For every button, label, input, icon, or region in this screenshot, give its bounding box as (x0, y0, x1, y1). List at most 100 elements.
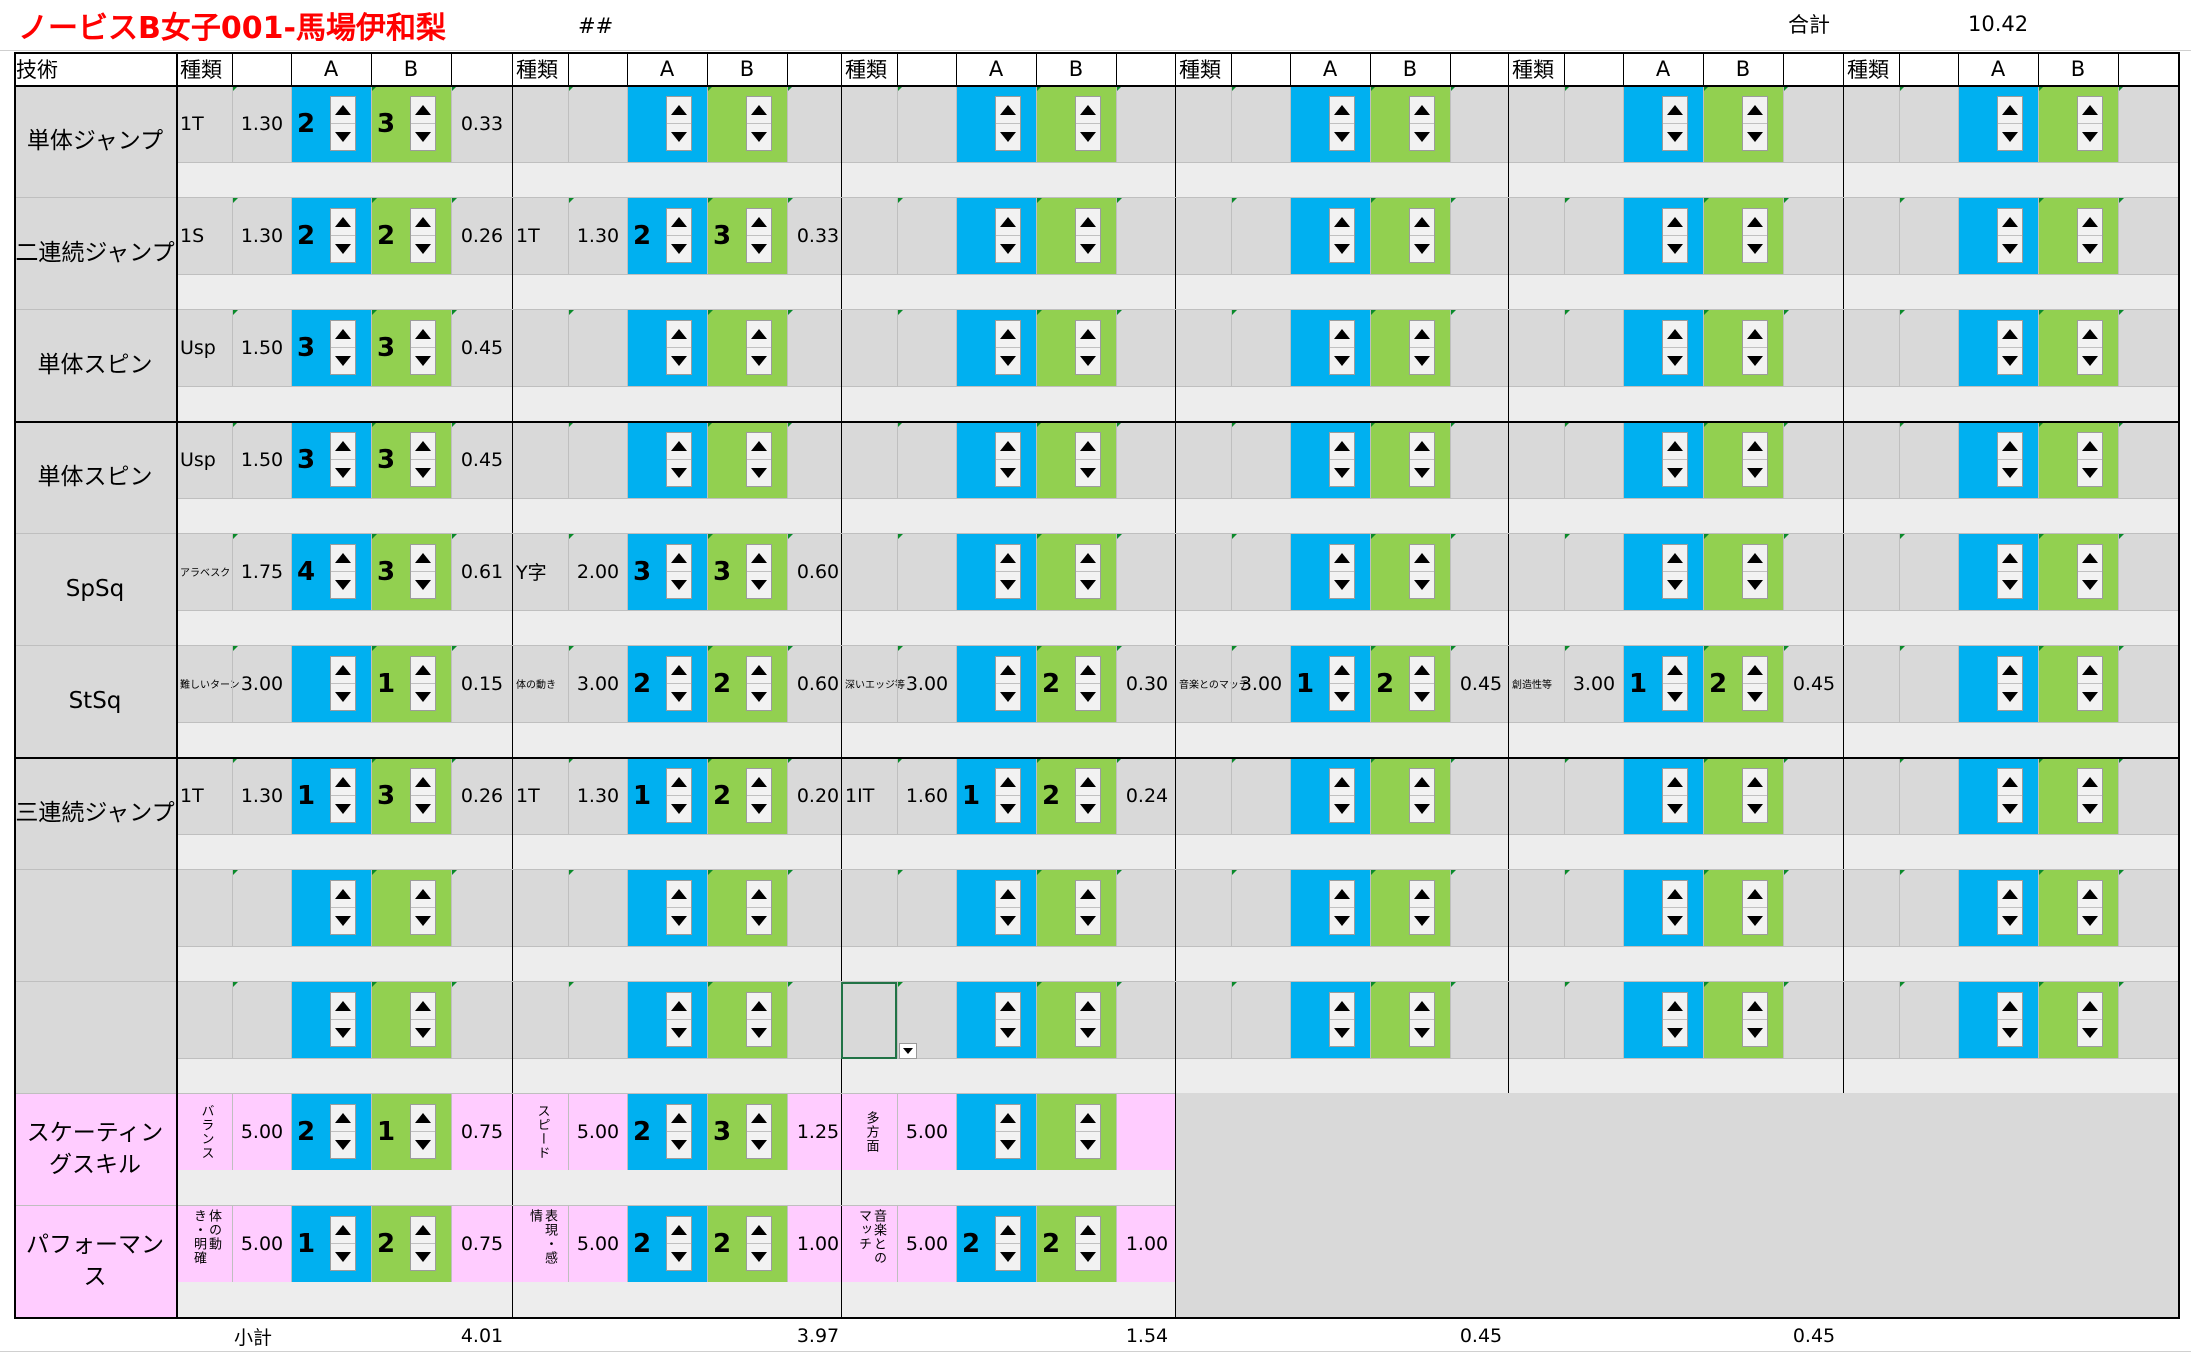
spin-up-button[interactable] (1743, 993, 1767, 1020)
spin-down-button[interactable] (1076, 1132, 1100, 1159)
spin-up-button[interactable] (747, 321, 771, 348)
judge-b-spinner[interactable] (2077, 432, 2103, 487)
spin-down-button[interactable] (2078, 572, 2102, 599)
spin-down-button[interactable] (667, 124, 691, 151)
judge-b-spinner[interactable] (410, 1104, 436, 1159)
spin-down-button[interactable] (1743, 124, 1767, 151)
judge-a-spinner[interactable] (1329, 320, 1355, 375)
spin-up-button[interactable] (2078, 321, 2102, 348)
spin-down-button[interactable] (2078, 1020, 2102, 1047)
spin-down-button[interactable] (996, 572, 1020, 599)
spin-down-button[interactable] (2078, 684, 2102, 711)
spin-down-button[interactable] (667, 1244, 691, 1271)
spin-up-button[interactable] (411, 97, 435, 124)
spin-down-button[interactable] (1998, 1020, 2022, 1047)
spin-down-button[interactable] (1663, 796, 1687, 823)
judge-a-spinner[interactable] (995, 208, 1021, 263)
spin-up-button[interactable] (996, 321, 1020, 348)
judge-b-spinner[interactable] (746, 768, 772, 823)
spin-up-button[interactable] (996, 1105, 1020, 1132)
spin-up-button[interactable] (1663, 545, 1687, 572)
spin-down-button[interactable] (411, 796, 435, 823)
spin-down-button[interactable] (1410, 908, 1434, 935)
judge-a-spinner[interactable] (330, 1104, 356, 1159)
spin-up-button[interactable] (331, 97, 355, 124)
spin-down-button[interactable] (1743, 796, 1767, 823)
spin-up-button[interactable] (331, 321, 355, 348)
spin-up-button[interactable] (411, 433, 435, 460)
judge-a-spinner[interactable] (666, 768, 692, 823)
judge-b-spinner[interactable] (746, 880, 772, 935)
spin-down-button[interactable] (1998, 348, 2022, 375)
spin-up-button[interactable] (1663, 433, 1687, 460)
spin-down-button[interactable] (1076, 572, 1100, 599)
spin-up-button[interactable] (2078, 209, 2102, 236)
spin-down-button[interactable] (667, 1132, 691, 1159)
judge-a-spinner[interactable] (995, 1216, 1021, 1271)
judge-b-spinner[interactable] (410, 768, 436, 823)
spin-down-button[interactable] (1076, 1020, 1100, 1047)
spin-up-button[interactable] (996, 433, 1020, 460)
spin-down-button[interactable] (996, 236, 1020, 263)
judge-b-spinner[interactable] (410, 880, 436, 935)
spin-up-button[interactable] (331, 209, 355, 236)
spin-down-button[interactable] (2078, 236, 2102, 263)
spin-down-button[interactable] (747, 1244, 771, 1271)
judge-a-spinner[interactable] (995, 880, 1021, 935)
spin-up-button[interactable] (1743, 657, 1767, 684)
spin-up-button[interactable] (1076, 321, 1100, 348)
spin-up-button[interactable] (996, 1217, 1020, 1244)
spin-up-button[interactable] (2078, 881, 2102, 908)
spin-up-button[interactable] (1998, 97, 2022, 124)
spin-down-button[interactable] (2078, 348, 2102, 375)
spin-down-button[interactable] (747, 236, 771, 263)
spin-up-button[interactable] (1076, 433, 1100, 460)
judge-a-spinner[interactable] (1662, 208, 1688, 263)
spin-up-button[interactable] (1410, 97, 1434, 124)
spin-up-button[interactable] (1743, 769, 1767, 796)
judge-a-spinner[interactable] (995, 544, 1021, 599)
spin-down-button[interactable] (996, 908, 1020, 935)
spin-down-button[interactable] (1410, 348, 1434, 375)
spin-up-button[interactable] (1998, 433, 2022, 460)
judge-b-spinner[interactable] (1742, 768, 1768, 823)
judge-a-spinner[interactable] (1329, 992, 1355, 1047)
spin-up-button[interactable] (331, 1105, 355, 1132)
judge-a-spinner[interactable] (1329, 768, 1355, 823)
judge-b-spinner[interactable] (410, 208, 436, 263)
judge-b-spinner[interactable] (2077, 768, 2103, 823)
spin-up-button[interactable] (667, 769, 691, 796)
spin-down-button[interactable] (1076, 460, 1100, 487)
spin-down-button[interactable] (1663, 1020, 1687, 1047)
judge-a-spinner[interactable] (666, 656, 692, 711)
judge-a-spinner[interactable] (330, 320, 356, 375)
judge-a-spinner[interactable] (1329, 208, 1355, 263)
spin-up-button[interactable] (1998, 209, 2022, 236)
spin-down-button[interactable] (747, 1020, 771, 1047)
spin-down-button[interactable] (1743, 684, 1767, 711)
judge-a-spinner[interactable] (1662, 992, 1688, 1047)
spin-up-button[interactable] (1330, 321, 1354, 348)
judge-b-spinner[interactable] (410, 96, 436, 151)
spin-up-button[interactable] (747, 769, 771, 796)
judge-b-spinner[interactable] (1742, 992, 1768, 1047)
spin-up-button[interactable] (747, 993, 771, 1020)
spin-down-button[interactable] (667, 1020, 691, 1047)
judge-b-spinner[interactable] (1742, 544, 1768, 599)
spin-up-button[interactable] (1076, 545, 1100, 572)
spin-down-button[interactable] (1410, 572, 1434, 599)
judge-b-spinner[interactable] (1409, 880, 1435, 935)
judge-a-spinner[interactable] (995, 1104, 1021, 1159)
spin-down-button[interactable] (1410, 796, 1434, 823)
judge-b-spinner[interactable] (1742, 208, 1768, 263)
judge-a-spinner[interactable] (1997, 544, 2023, 599)
judge-a-spinner[interactable] (330, 1216, 356, 1271)
spin-up-button[interactable] (1076, 1105, 1100, 1132)
spin-up-button[interactable] (2078, 769, 2102, 796)
judge-a-spinner[interactable] (1329, 96, 1355, 151)
judge-a-spinner[interactable] (666, 432, 692, 487)
spin-down-button[interactable] (667, 684, 691, 711)
spin-up-button[interactable] (667, 209, 691, 236)
judge-b-spinner[interactable] (410, 992, 436, 1047)
spin-down-button[interactable] (1663, 236, 1687, 263)
